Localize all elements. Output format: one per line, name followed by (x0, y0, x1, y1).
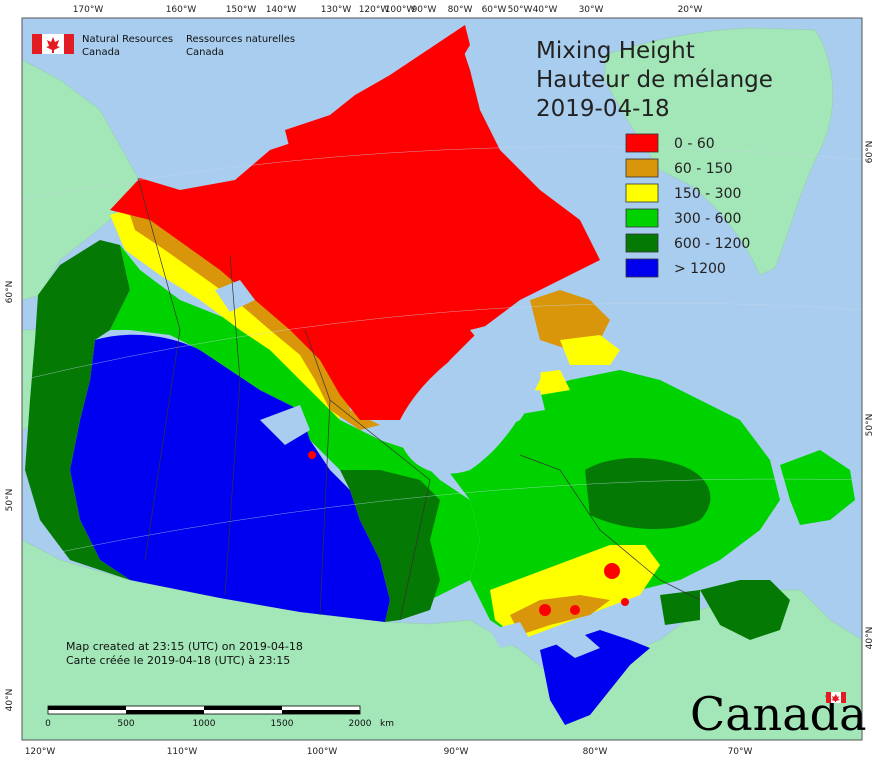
agency-name-fr-line1: Ressources naturelles (186, 34, 295, 45)
scale-unit: km (380, 719, 394, 729)
canada-flag-icon (32, 34, 74, 54)
left-ticks: 60°N 50°N 40°N (5, 281, 15, 712)
scale-label: 500 (117, 719, 134, 729)
zone-over-1200-west (70, 334, 390, 622)
scale-label: 1000 (193, 719, 216, 729)
legend-label: 300 - 600 (674, 211, 741, 227)
title-line-2: Hauteur de mélange (536, 67, 773, 93)
top-tick-label: 160°W (166, 5, 197, 15)
top-ticks: 170°W 160°W 150°W 140°W 130°W 120°W 100°… (73, 5, 703, 15)
left-tick-label: 40°N (5, 689, 15, 712)
legend-swatch (625, 133, 659, 153)
canada-wordmark: Canada (690, 687, 867, 741)
left-tick-label: 50°N (5, 489, 15, 512)
zone-0-60-arctic (110, 40, 600, 420)
top-tick-label: 80°W (448, 5, 473, 15)
province-borders (137, 177, 701, 621)
left-tick-label: 60°N (5, 281, 15, 304)
canada-mixing-height (25, 25, 855, 725)
right-tick-label: 60°N (865, 141, 875, 164)
right-tick-label: 50°N (865, 414, 875, 437)
top-tick-label: 40°W (533, 5, 558, 15)
bottom-ticks: 120°W 110°W 100°W 90°W 80°W 70°W (25, 747, 753, 757)
creation-notes: Map created at 23:15 (UTC) on 2019-04-18… (66, 640, 303, 667)
top-tick-label: 140°W (266, 5, 297, 15)
legend-swatch (625, 183, 659, 203)
graticule (21, 146, 863, 561)
top-tick-label: 150°W (226, 5, 257, 15)
wordmark-flag-icon (826, 692, 846, 703)
top-tick-label: 120°W (359, 5, 390, 15)
zone-600-1200-central (340, 470, 440, 622)
legend-label: 600 - 1200 (674, 236, 750, 252)
scale-bar: 0 500 1000 1500 2000 km (45, 705, 394, 729)
agency-signature: Natural Resources Canada Ressources natu… (32, 34, 295, 58)
zone-over-1200-south (540, 630, 650, 725)
map-frame (21, 17, 863, 741)
legend-swatch (625, 208, 659, 228)
bottom-tick-label: 100°W (307, 747, 338, 757)
top-tick-label: 20°W (678, 5, 703, 15)
zone-60-150-north (125, 200, 380, 430)
top-tick-label: 90°W (412, 5, 437, 15)
top-tick-label: 130°W (321, 5, 352, 15)
top-tick-label: 30°W (579, 5, 604, 15)
right-tick-label: 40°N (865, 627, 875, 650)
top-tick-label: 170°W (73, 5, 104, 15)
top-tick-label: 100°W (385, 5, 416, 15)
top-tick-label: 50°W (508, 5, 533, 15)
legend-label: 0 - 60 (674, 136, 715, 152)
map-title: Mixing Height Hauteur de mélange 2019-04… (536, 38, 773, 122)
legend-label: 60 - 150 (674, 161, 733, 177)
creation-note-en: Map created at 23:15 (UTC) on 2019-04-18 (66, 640, 303, 653)
bottom-tick-label: 80°W (583, 747, 608, 757)
bottom-tick-label: 120°W (25, 747, 56, 757)
top-tick-label: 60°W (482, 5, 507, 15)
agency-name-en-line2: Canada (82, 47, 120, 58)
bottom-tick-label: 70°W (728, 747, 753, 757)
scale-label: 0 (45, 719, 51, 729)
legend-swatch (625, 158, 659, 178)
zone-600-1200-quebec (585, 458, 711, 530)
legend: 0 - 60 60 - 150 150 - 300 300 - 600 600 - 12… (625, 133, 750, 278)
agency-name-en-line1: Natural Resources (82, 34, 173, 45)
agency-name-fr-line2: Canada (186, 47, 224, 58)
bottom-tick-label: 110°W (167, 747, 198, 757)
legend-swatch (625, 233, 659, 253)
water-bodies (215, 280, 600, 658)
legend-label: > 1200 (674, 261, 726, 277)
bottom-tick-label: 90°W (444, 747, 469, 757)
title-date: 2019-04-18 (536, 96, 670, 122)
zone-600-1200-coast (25, 240, 130, 580)
scale-label: 1500 (271, 719, 294, 729)
legend-swatch (625, 258, 659, 278)
zone-150-300-north (110, 205, 340, 420)
creation-note-fr: Carte créée le 2019-04-18 (UTC) à 23:15 (66, 654, 290, 667)
title-line-1: Mixing Height (536, 38, 695, 64)
right-ticks: 60°N 50°N 40°N (865, 141, 875, 650)
legend-label: 150 - 300 (674, 186, 741, 202)
scale-label: 2000 (349, 719, 372, 729)
